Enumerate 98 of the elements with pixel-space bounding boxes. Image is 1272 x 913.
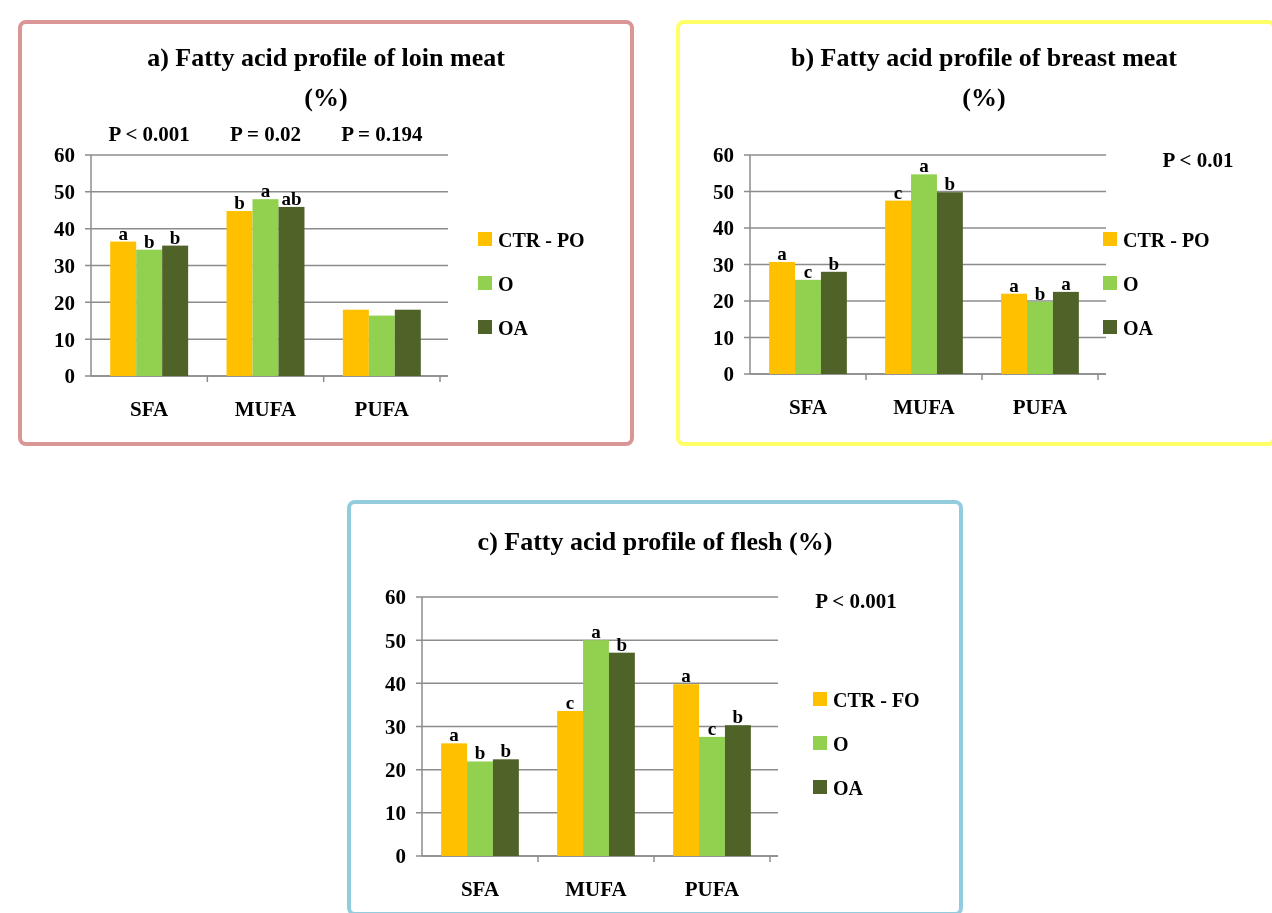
data-label: b xyxy=(616,633,628,655)
data-label: b xyxy=(1034,282,1046,304)
data-label: b xyxy=(474,742,486,764)
data-label: a xyxy=(449,724,460,746)
data-label: a xyxy=(591,621,602,643)
y-tick-label: 30 xyxy=(385,714,406,739)
x-tick-label: SFA xyxy=(130,397,170,421)
legend-label: CTR - PO xyxy=(498,229,585,251)
data-label: c xyxy=(707,717,717,739)
data-label: a xyxy=(260,180,271,202)
y-tick-label: 0 xyxy=(723,362,734,387)
data-label: a xyxy=(1009,274,1020,296)
bar xyxy=(1027,301,1053,374)
data-label: b xyxy=(143,230,155,252)
bar xyxy=(467,761,493,856)
x-tick-label: MUFA xyxy=(565,877,628,901)
bar xyxy=(441,743,468,856)
data-label: c xyxy=(565,691,575,713)
y-tick-label: 60 xyxy=(54,143,75,168)
x-tick-label: MUFA xyxy=(893,395,956,419)
data-label: ab xyxy=(281,187,302,209)
y-tick-label: 20 xyxy=(713,289,734,314)
text: P < 0.001 xyxy=(108,122,190,146)
bar xyxy=(394,309,421,376)
legend-label: CTR - PO xyxy=(1123,229,1210,251)
data-label: c xyxy=(803,260,813,282)
y-tick-label: 50 xyxy=(54,180,75,205)
legend-label: O xyxy=(1123,273,1139,295)
data-label: a xyxy=(681,665,692,687)
data-label: a xyxy=(919,155,930,177)
text: P = 0.02 xyxy=(230,122,301,146)
y-tick-label: 10 xyxy=(54,327,75,352)
bar xyxy=(1001,293,1028,374)
y-tick-label: 0 xyxy=(64,364,75,389)
x-tick-label: PUFA xyxy=(684,877,741,901)
bar xyxy=(342,309,369,376)
data-label: b xyxy=(500,740,512,762)
y-tick-label: 60 xyxy=(385,585,406,610)
bar xyxy=(557,710,584,856)
bar xyxy=(252,199,279,376)
bar xyxy=(368,315,395,376)
chart-title: a) Fatty acid profile of loin meat (%) xyxy=(147,43,506,112)
legend-label: O xyxy=(498,273,514,295)
bar xyxy=(699,736,725,856)
y-tick-label: 10 xyxy=(713,325,734,350)
legend-label: OA xyxy=(1123,317,1154,339)
legend-label: CTR - FO xyxy=(833,689,920,711)
legend-label: OA xyxy=(498,317,529,339)
text: P = 0.194 xyxy=(341,122,424,146)
x-tick-label: SFA xyxy=(788,395,828,419)
bar xyxy=(278,206,305,376)
legend-label: O xyxy=(833,733,849,755)
x-tick-label: MUFA xyxy=(234,397,298,421)
bar xyxy=(110,241,137,376)
legend-label: OA xyxy=(833,777,864,799)
y-tick-label: 40 xyxy=(54,217,75,242)
data-label: b xyxy=(234,191,245,213)
bar xyxy=(136,249,163,376)
data-label: b xyxy=(944,173,956,195)
bar xyxy=(795,279,821,374)
y-tick-label: 40 xyxy=(385,671,406,696)
y-tick-label: 60 xyxy=(713,143,734,168)
bar xyxy=(911,174,937,374)
y-tick-label: 40 xyxy=(713,216,734,241)
chart-title: c) Fatty acid profile of flesh (%) xyxy=(477,527,833,556)
bar xyxy=(492,759,519,856)
x-tick-label: PUFA xyxy=(1012,395,1069,419)
text: P < 0.001 xyxy=(815,589,897,614)
data-label: b xyxy=(732,706,744,728)
data-label: a xyxy=(1061,272,1072,294)
data-label: c xyxy=(893,181,903,203)
y-tick-label: 50 xyxy=(385,628,406,653)
y-tick-label: 20 xyxy=(385,758,406,783)
data-label: a xyxy=(118,222,129,244)
bar xyxy=(1052,291,1079,374)
y-tick-label: 0 xyxy=(395,844,406,869)
bar xyxy=(608,652,635,856)
text: P < 0.01 xyxy=(1162,148,1234,173)
data-label: b xyxy=(169,226,181,248)
chart-title: b) Fatty acid profile of breast meat (%) xyxy=(790,43,1178,112)
bar xyxy=(162,245,189,376)
y-tick-label: 30 xyxy=(713,252,734,277)
bar xyxy=(226,210,253,376)
bar xyxy=(885,200,912,374)
bar xyxy=(769,261,796,374)
bar xyxy=(820,271,847,374)
bar xyxy=(936,192,963,374)
y-tick-label: 30 xyxy=(54,253,75,278)
y-tick-label: 50 xyxy=(713,179,734,204)
data-label: b xyxy=(828,252,840,274)
bar xyxy=(724,725,751,856)
x-tick-label: SFA xyxy=(460,877,500,901)
y-tick-label: 10 xyxy=(385,801,406,826)
bar xyxy=(673,684,700,856)
data-label: a xyxy=(777,242,788,264)
y-tick-label: 20 xyxy=(54,290,75,315)
x-tick-label: PUFA xyxy=(354,397,410,421)
bar xyxy=(583,640,609,856)
